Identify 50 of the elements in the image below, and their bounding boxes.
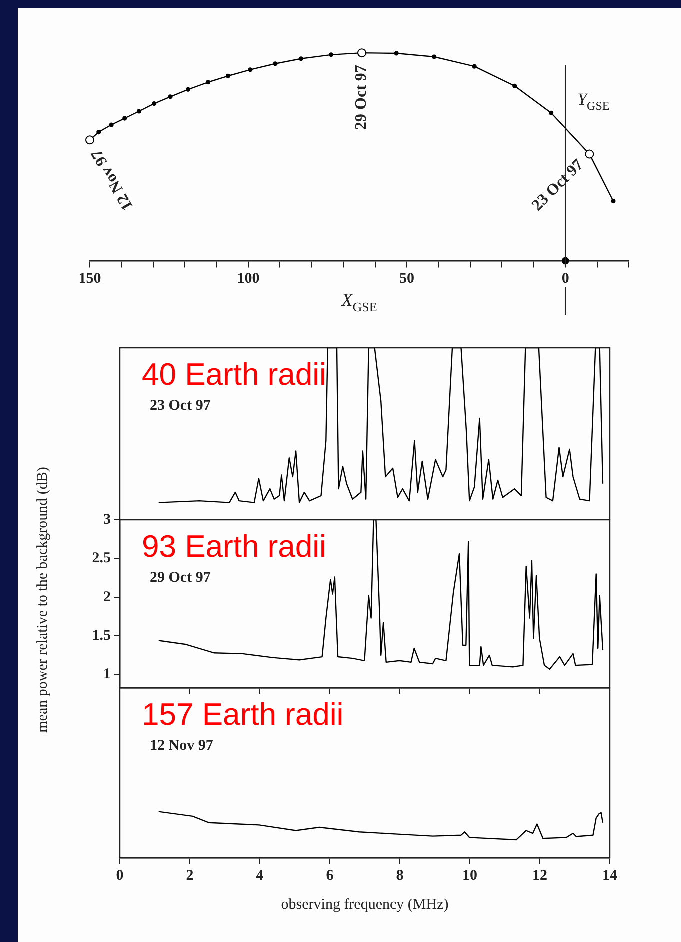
x-tick-label: 0	[116, 868, 124, 884]
x-tick-label: 2	[186, 868, 194, 884]
x-tick-label: 150	[78, 270, 102, 287]
point	[109, 122, 114, 128]
x-tick-label: 14	[602, 868, 618, 884]
point	[122, 116, 128, 121]
point	[394, 51, 399, 56]
point	[611, 198, 616, 204]
y-tick-label: 3	[104, 512, 111, 528]
annotation: 40 Earth radii	[142, 357, 326, 392]
text: 12 Nov 97	[150, 738, 214, 754]
y-tick-label: 1.5	[92, 628, 111, 644]
point	[152, 101, 157, 106]
text: 157 Earth radii	[142, 697, 344, 732]
point	[585, 150, 594, 159]
x-tick-label: 6	[326, 868, 334, 884]
annotation: 93 Earth radii	[142, 529, 326, 564]
y-tick-label: 1	[104, 666, 111, 683]
point	[248, 68, 253, 72]
point	[273, 62, 278, 66]
point	[549, 110, 554, 116]
x-tick-label: 0	[562, 270, 570, 287]
x-tick-label: 4	[256, 868, 264, 884]
annotation: 12 Nov 97	[88, 146, 137, 214]
y-axis-title: mean power relative to the background (dB)	[35, 466, 52, 735]
x-tick-label: 100	[237, 270, 260, 287]
y-tick-label: 2.5	[92, 550, 111, 567]
annotation: 29 Oct 97	[150, 570, 212, 586]
point	[86, 136, 94, 145]
x-axis-title: observing frequency (MHz)	[281, 896, 449, 913]
point	[472, 64, 477, 69]
annotation: 29 Oct 97	[353, 65, 370, 130]
point	[432, 54, 437, 60]
point	[358, 48, 367, 58]
x-tick-label: 50	[400, 270, 415, 287]
point	[96, 130, 102, 135]
point	[226, 74, 231, 78]
x-tick-label: 8	[396, 868, 404, 884]
y-tick-label: 2	[104, 589, 111, 606]
annotation: 23 Oct 97	[150, 398, 212, 414]
point	[168, 94, 173, 100]
point	[136, 109, 142, 114]
point	[328, 52, 334, 58]
x-tick-label: 10	[462, 868, 478, 884]
point	[298, 56, 304, 62]
point	[512, 84, 518, 88]
x-tick-label: 12	[532, 868, 548, 884]
annotation: 23 Oct 97	[529, 156, 587, 214]
point	[186, 87, 191, 92]
point	[206, 80, 211, 85]
